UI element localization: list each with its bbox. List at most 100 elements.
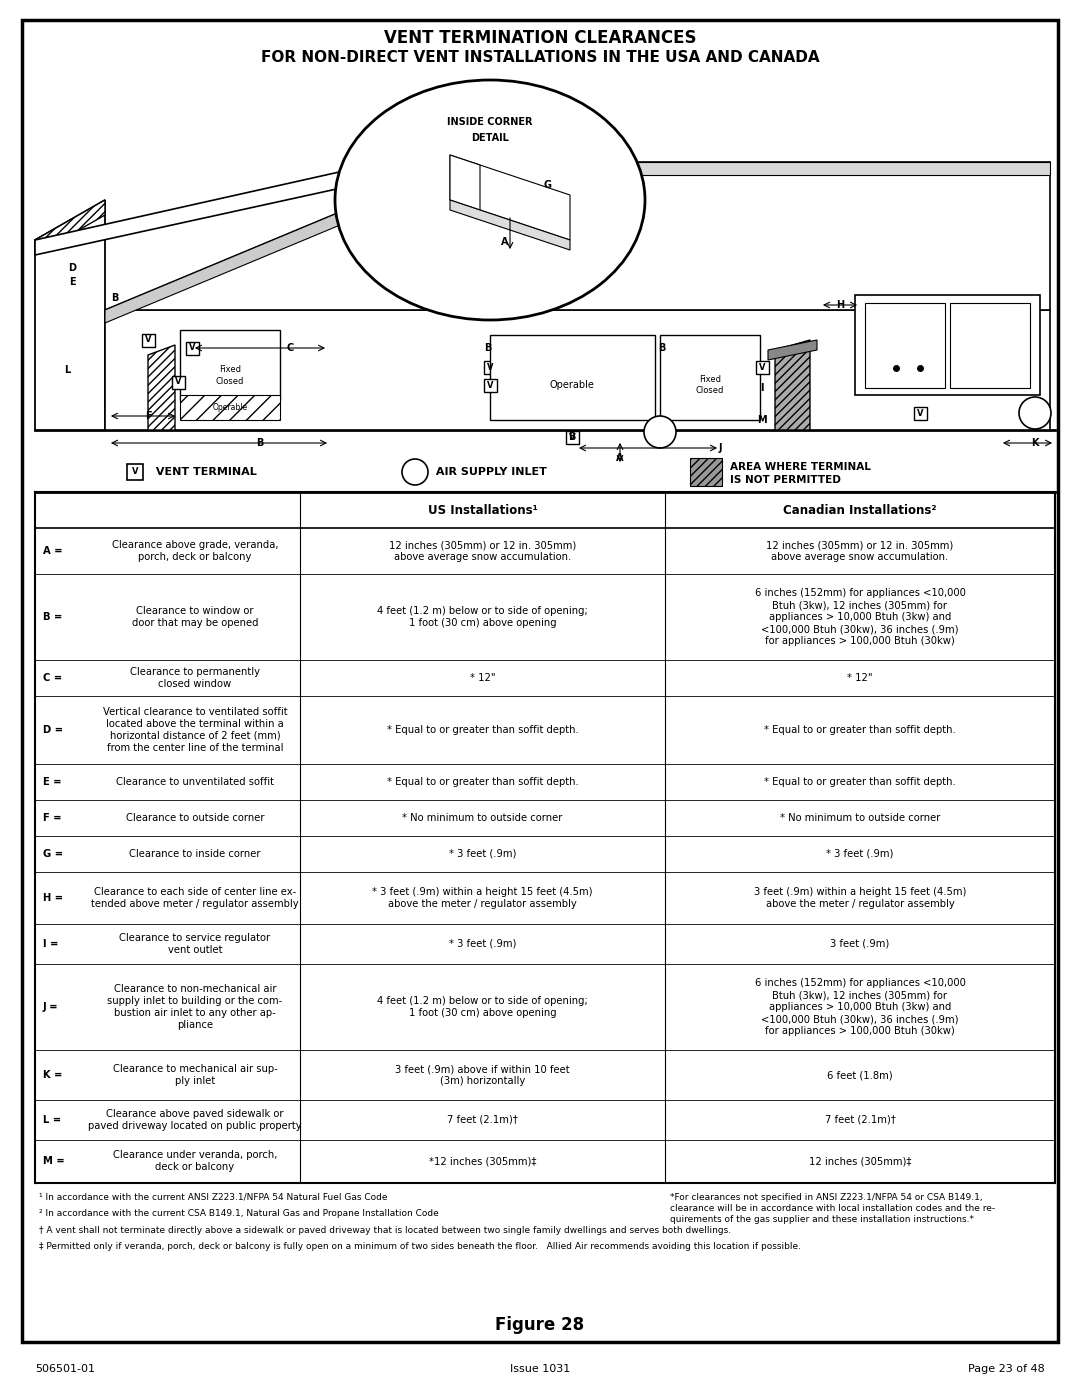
- Text: * 3 feet (.9m): * 3 feet (.9m): [449, 939, 516, 949]
- Text: Clearance to unventilated soffit: Clearance to unventilated soffit: [116, 777, 274, 787]
- Text: * 3 feet (.9m): * 3 feet (.9m): [826, 849, 893, 859]
- Text: 12 inches (305mm)‡: 12 inches (305mm)‡: [809, 1157, 912, 1166]
- Text: 3 feet (.9m): 3 feet (.9m): [831, 939, 890, 949]
- Text: B =: B =: [43, 612, 63, 622]
- Text: Closed: Closed: [216, 377, 244, 387]
- Text: Operable: Operable: [213, 404, 247, 412]
- Bar: [855, 295, 1040, 395]
- Text: A: A: [501, 237, 509, 247]
- Polygon shape: [105, 162, 460, 323]
- Text: V: V: [189, 344, 195, 352]
- Text: L =: L =: [43, 1115, 62, 1125]
- Text: V: V: [487, 380, 494, 390]
- Text: Clearance to service regulator
vent outlet: Clearance to service regulator vent outl…: [120, 933, 271, 956]
- Text: ‡ Permitted only if veranda, porch, deck or balcony is fully open on a minimum o: ‡ Permitted only if veranda, porch, deck…: [39, 1242, 801, 1250]
- Bar: [186, 341, 199, 355]
- Text: DETAIL: DETAIL: [471, 133, 509, 142]
- Text: Page 23 of 48: Page 23 of 48: [969, 1363, 1045, 1375]
- Text: M =: M =: [43, 1157, 65, 1166]
- Polygon shape: [35, 200, 105, 430]
- Polygon shape: [35, 200, 105, 256]
- Text: 4 feet (1.2 m) below or to side of opening;
1 foot (30 cm) above opening: 4 feet (1.2 m) below or to side of openi…: [377, 996, 588, 1018]
- Text: Operable: Operable: [550, 380, 594, 390]
- Text: K =: K =: [43, 1070, 63, 1080]
- Text: G: G: [544, 180, 552, 190]
- Polygon shape: [775, 339, 810, 430]
- Text: Clearance above paved sidewalk or
paved driveway located on public property: Clearance above paved sidewalk or paved …: [89, 1109, 301, 1132]
- Text: V: V: [507, 201, 513, 210]
- Text: 6 feet (1.8m): 6 feet (1.8m): [827, 1070, 893, 1080]
- Text: 6 inches (152mm) for appliances <10,000
Btuh (3kw), 12 inches (305mm) for
applia: 6 inches (152mm) for appliances <10,000 …: [755, 588, 966, 645]
- Text: * 3 feet (.9m): * 3 feet (.9m): [449, 849, 516, 859]
- Text: V: V: [487, 362, 494, 372]
- Bar: [690, 458, 723, 486]
- Polygon shape: [105, 310, 1050, 430]
- Text: VENT TERMINATION CLEARANCES: VENT TERMINATION CLEARANCES: [383, 29, 697, 47]
- Text: * Equal to or greater than soffit depth.: * Equal to or greater than soffit depth.: [387, 777, 579, 787]
- Polygon shape: [460, 162, 1050, 175]
- Text: V: V: [132, 468, 138, 476]
- Text: Clearance to window or
door that may be opened: Clearance to window or door that may be …: [132, 606, 258, 629]
- Bar: [503, 198, 516, 211]
- Text: F =: F =: [43, 813, 62, 823]
- Text: Clearance to mechanical air sup-
ply inlet: Clearance to mechanical air sup- ply inl…: [112, 1065, 278, 1085]
- Text: D: D: [68, 263, 76, 272]
- Text: 7 feet (2.1m)†: 7 feet (2.1m)†: [447, 1115, 518, 1125]
- Text: * Equal to or greater than soffit depth.: * Equal to or greater than soffit depth.: [387, 725, 579, 735]
- Text: Clearance to each side of center line ex-
tended above meter / regulator assembl: Clearance to each side of center line ex…: [91, 887, 299, 909]
- Ellipse shape: [335, 80, 645, 320]
- Polygon shape: [768, 339, 816, 360]
- Bar: [180, 395, 280, 420]
- Text: 506501-01: 506501-01: [35, 1363, 95, 1375]
- Text: IS NOT PERMITTED: IS NOT PERMITTED: [730, 475, 841, 485]
- Text: K: K: [1031, 439, 1039, 448]
- Polygon shape: [450, 200, 570, 250]
- Text: V: V: [175, 377, 181, 387]
- Text: * Equal to or greater than soffit depth.: * Equal to or greater than soffit depth.: [765, 725, 956, 735]
- Text: 6 inches (152mm) for appliances <10,000
Btuh (3kw), 12 inches (305mm) for
applia: 6 inches (152mm) for appliances <10,000 …: [755, 978, 966, 1037]
- Bar: [141, 334, 154, 346]
- Bar: [914, 407, 927, 419]
- Text: ² In accordance with the current CSA B149.1, Natural Gas and Propane Installatio: ² In accordance with the current CSA B14…: [39, 1210, 438, 1218]
- Text: 7 feet (2.1m)†: 7 feet (2.1m)†: [824, 1115, 895, 1125]
- Text: Issue 1031: Issue 1031: [510, 1363, 570, 1375]
- Text: B: B: [111, 293, 119, 303]
- Text: B: B: [484, 344, 491, 353]
- Text: C: C: [286, 344, 294, 353]
- Text: V: V: [759, 362, 766, 372]
- Bar: [180, 330, 280, 400]
- Text: Clearance to non-mechanical air
supply inlet to building or the com-
bustion air: Clearance to non-mechanical air supply i…: [107, 983, 283, 1030]
- Text: B: B: [256, 439, 264, 448]
- Text: D =: D =: [43, 725, 63, 735]
- Text: I =: I =: [43, 939, 58, 949]
- Text: C =: C =: [43, 673, 63, 683]
- Text: * 3 feet (.9m) within a height 15 feet (4.5m)
above the meter / regulator assemb: * 3 feet (.9m) within a height 15 feet (…: [373, 887, 593, 909]
- Polygon shape: [148, 345, 175, 430]
- Text: M: M: [757, 415, 767, 425]
- Text: J: J: [718, 443, 721, 453]
- Bar: [484, 360, 497, 373]
- Text: 12 inches (305mm) or 12 in. 305mm)
above average snow accumulation.: 12 inches (305mm) or 12 in. 305mm) above…: [389, 541, 576, 562]
- Text: L: L: [64, 365, 70, 374]
- Text: 12 inches (305mm) or 12 in. 305mm)
above average snow accumulation.: 12 inches (305mm) or 12 in. 305mm) above…: [767, 541, 954, 562]
- Text: Clearance to permanently
closed window: Clearance to permanently closed window: [130, 666, 260, 689]
- Polygon shape: [450, 155, 570, 240]
- Text: Clearance above grade, veranda,
porch, deck or balcony: Clearance above grade, veranda, porch, d…: [111, 541, 279, 562]
- Text: F: F: [145, 411, 151, 420]
- Text: AREA WHERE TERMINAL: AREA WHERE TERMINAL: [730, 462, 870, 472]
- Text: Clearance to outside corner: Clearance to outside corner: [125, 813, 265, 823]
- Text: B: B: [568, 432, 576, 441]
- Text: V: V: [569, 433, 576, 441]
- Text: V: V: [145, 335, 151, 345]
- Circle shape: [1020, 397, 1051, 429]
- Text: Fixed: Fixed: [219, 366, 241, 374]
- Text: 4 feet (1.2 m) below or to side of opening;
1 foot (30 cm) above opening: 4 feet (1.2 m) below or to side of openi…: [377, 606, 588, 629]
- Text: 3 feet (.9m) within a height 15 feet (4.5m)
above the meter / regulator assembly: 3 feet (.9m) within a height 15 feet (4.…: [754, 887, 967, 909]
- Bar: [484, 379, 497, 391]
- Text: E: E: [69, 277, 76, 286]
- Text: A =: A =: [43, 546, 63, 556]
- Text: AIR SUPPLY INLET: AIR SUPPLY INLET: [432, 467, 546, 476]
- Text: * 12": * 12": [847, 673, 873, 683]
- Text: V: V: [917, 408, 923, 418]
- Bar: [127, 464, 143, 481]
